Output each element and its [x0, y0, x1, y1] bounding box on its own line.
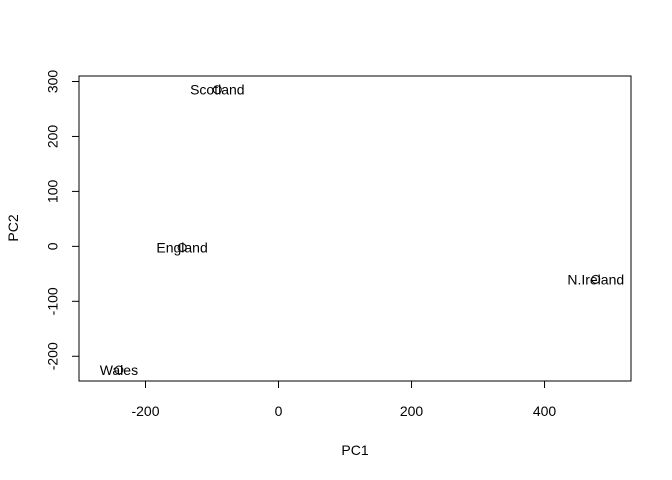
x-tick-label: 0	[275, 403, 283, 419]
y-tick-label: 100	[45, 180, 61, 204]
x-tick-label: 200	[400, 403, 424, 419]
point-label: Wales	[100, 362, 138, 378]
x-axis-label: PC1	[341, 442, 368, 458]
points: England Wales Scotland N.Ireland	[100, 82, 624, 378]
y-tick-label: 300	[45, 70, 61, 94]
point-label: Scotland	[190, 82, 244, 98]
point-marker	[591, 274, 601, 284]
point-label: England	[156, 239, 207, 255]
data-point: Wales	[100, 362, 138, 378]
y-tick-label: -100	[45, 287, 61, 315]
x-tick-label: -200	[131, 403, 159, 419]
y-axis-label: PC2	[5, 214, 21, 241]
y-tick-label: -200	[45, 342, 61, 370]
x-ticks: -200 0 200 400	[131, 381, 556, 419]
point-marker	[114, 365, 124, 375]
x-tick-label: 400	[533, 403, 557, 419]
point-label: N.Ireland	[567, 271, 624, 287]
point-marker	[212, 85, 222, 95]
data-point: England	[156, 239, 207, 255]
data-point: Scotland	[190, 82, 244, 98]
y-ticks: -200 -100 0 100 200 300	[45, 70, 79, 370]
y-tick-label: 200	[45, 125, 61, 149]
plot-frame	[78, 75, 632, 382]
y-tick-label: 0	[45, 242, 61, 250]
data-point: N.Ireland	[567, 271, 624, 287]
point-marker	[177, 242, 187, 252]
